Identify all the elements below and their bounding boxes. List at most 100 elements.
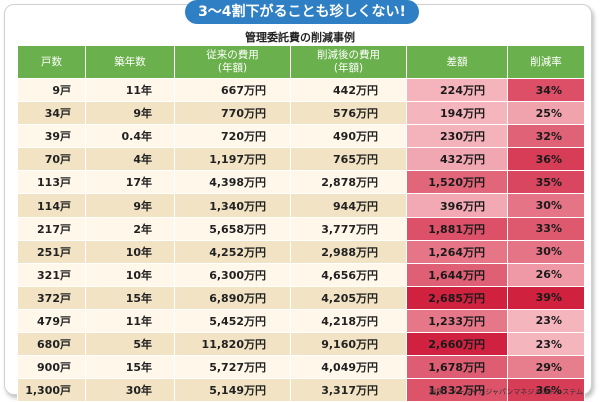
cell-difference: 1,233万円	[406, 308, 508, 334]
cell-before-cost: 4,398万円	[174, 170, 291, 195]
cell-reduction-rate: 23%	[507, 332, 585, 357]
cell-reduction-rate: 30%	[507, 193, 585, 218]
cell-age: 10年	[85, 262, 175, 287]
cell-before-cost: 4,252万円	[174, 239, 291, 264]
cell-reduction-rate: 25%	[507, 101, 585, 126]
source-note: 出所：ソーシャルジャパンマネジメントシステム	[429, 388, 583, 396]
cell-units: 114戸	[17, 193, 86, 218]
table-row: 251戸 10年 4,252万円 2,988万円 1,264万円 30%	[17, 239, 585, 264]
cell-reduction-rate: 39%	[507, 285, 585, 310]
cell-units: 251戸	[17, 239, 86, 264]
cell-after-cost: 4,218万円	[290, 308, 407, 334]
cell-age: 5年	[85, 332, 175, 357]
cell-units: 39戸	[17, 124, 86, 149]
header-reduction-rate: 削減率	[507, 45, 585, 79]
cell-units: 1,300戸	[17, 378, 86, 402]
cell-difference: 396万円	[406, 193, 508, 218]
cell-age: 15年	[85, 355, 175, 380]
cell-difference: 194万円	[406, 101, 508, 126]
cell-after-cost: 2,988万円	[290, 239, 407, 264]
cell-before-cost: 11,820万円	[174, 332, 291, 357]
cell-age: 2年	[85, 216, 175, 241]
cell-before-cost: 6,300万円	[174, 262, 291, 287]
table-row: 479戸 11年 5,452万円 4,218万円 1,233万円 23%	[17, 308, 585, 334]
cell-after-cost: 3,777万円	[290, 216, 407, 241]
cell-age: 11年	[85, 308, 175, 334]
cell-after-cost: 3,317万円	[290, 378, 407, 402]
table-row: 34戸 9年 770万円 576万円 194万円 25%	[17, 101, 585, 126]
cell-before-cost: 5,727万円	[174, 355, 291, 380]
cell-reduction-rate: 26%	[507, 262, 585, 287]
cell-difference: 1,832万円	[406, 378, 508, 402]
table-row: 1,300戸 30年 5,149万円 3,317万円 1,832万円 36%	[17, 378, 585, 402]
cell-difference: 1,520万円	[406, 170, 508, 195]
table-row: 680戸 5年 11,820万円 9,160万円 2,660万円 23%	[17, 332, 585, 357]
cell-before-cost: 667万円	[174, 77, 291, 103]
cell-after-cost: 4,049万円	[290, 355, 407, 380]
cell-after-cost: 442万円	[290, 77, 407, 103]
cell-after-cost: 9,160万円	[290, 332, 407, 357]
cell-after-cost: 4,205万円	[290, 285, 407, 310]
cell-units: 900戸	[17, 355, 86, 380]
cell-difference: 230万円	[406, 124, 508, 149]
cell-reduction-rate: 33%	[507, 216, 585, 241]
cell-before-cost: 6,890万円	[174, 285, 291, 310]
table-header-row: 戸数 築年数 従来の費用 (年額) 削減後の費用 (年額) 差額 削減率	[17, 45, 585, 79]
cell-age: 4年	[85, 147, 175, 172]
cell-units: 113戸	[17, 170, 86, 195]
table-row: 321戸 10年 6,300万円 4,656万円 1,644万円 26%	[17, 262, 585, 287]
cell-age: 9年	[85, 193, 175, 218]
cell-before-cost: 5,658万円	[174, 216, 291, 241]
cell-difference: 1,678万円	[406, 355, 508, 380]
cell-units: 70戸	[17, 147, 86, 172]
cell-age: 9年	[85, 101, 175, 126]
header-difference: 差額	[406, 45, 508, 79]
cell-after-cost: 944万円	[290, 193, 407, 218]
cell-age: 17年	[85, 170, 175, 195]
cell-reduction-rate: 34%	[507, 77, 585, 103]
cell-before-cost: 770万円	[174, 101, 291, 126]
cell-after-cost: 2,878万円	[290, 170, 407, 195]
cell-reduction-rate: 36%	[507, 147, 585, 172]
cell-before-cost: 5,452万円	[174, 308, 291, 334]
cell-reduction-rate: 35%	[507, 170, 585, 195]
cell-before-cost: 1,340万円	[174, 193, 291, 218]
cell-difference: 432万円	[406, 147, 508, 172]
cell-age: 10年	[85, 239, 175, 264]
cell-age: 30年	[85, 378, 175, 402]
table-row: 9戸 11年 667万円 442万円 224万円 34%	[17, 77, 585, 103]
table-title: 管理委託費の削減事例	[245, 31, 355, 44]
cell-reduction-rate: 29%	[507, 355, 585, 380]
table-row: 39戸 0.4年 720万円 490万円 230万円 32%	[17, 124, 585, 149]
cell-reduction-rate: 36%	[507, 378, 585, 402]
cost-reduction-table: 戸数 築年数 従来の費用 (年額) 削減後の費用 (年額) 差額 削減率 9戸 11年…	[17, 45, 585, 402]
cell-before-cost: 5,149万円	[174, 378, 291, 402]
header-after-cost: 削減後の費用 (年額)	[290, 45, 407, 79]
cell-difference: 1,264万円	[406, 239, 508, 264]
cell-age: 0.4年	[85, 124, 175, 149]
cell-difference: 224万円	[406, 77, 508, 103]
headline-banner: 3〜4割下がることも珍しくない!	[185, 0, 419, 24]
cell-age: 11年	[85, 77, 175, 103]
cell-units: 372戸	[17, 285, 86, 310]
cell-reduction-rate: 30%	[507, 239, 585, 264]
cell-units: 217戸	[17, 216, 86, 241]
cell-after-cost: 576万円	[290, 101, 407, 126]
cell-difference: 2,660万円	[406, 332, 508, 357]
cell-after-cost: 490万円	[290, 124, 407, 149]
table-row: 113戸 17年 4,398万円 2,878万円 1,520万円 35%	[17, 170, 585, 195]
table-row: 70戸 4年 1,197万円 765万円 432万円 36%	[17, 147, 585, 172]
cell-units: 479戸	[17, 308, 86, 334]
cell-age: 15年	[85, 285, 175, 310]
cell-units: 34戸	[17, 101, 86, 126]
cell-units: 9戸	[17, 77, 86, 103]
table-row: 372戸 15年 6,890万円 4,205万円 2,685万円 39%	[17, 285, 585, 310]
table-row: 114戸 9年 1,340万円 944万円 396万円 30%	[17, 193, 585, 218]
cell-units: 680戸	[17, 332, 86, 357]
cell-before-cost: 720万円	[174, 124, 291, 149]
header-before-cost: 従来の費用 (年額)	[174, 45, 291, 79]
cell-units: 321戸	[17, 262, 86, 287]
cell-difference: 1,881万円	[406, 216, 508, 241]
table-row: 900戸 15年 5,727万円 4,049万円 1,678万円 29%	[17, 355, 585, 380]
cell-after-cost: 765万円	[290, 147, 407, 172]
